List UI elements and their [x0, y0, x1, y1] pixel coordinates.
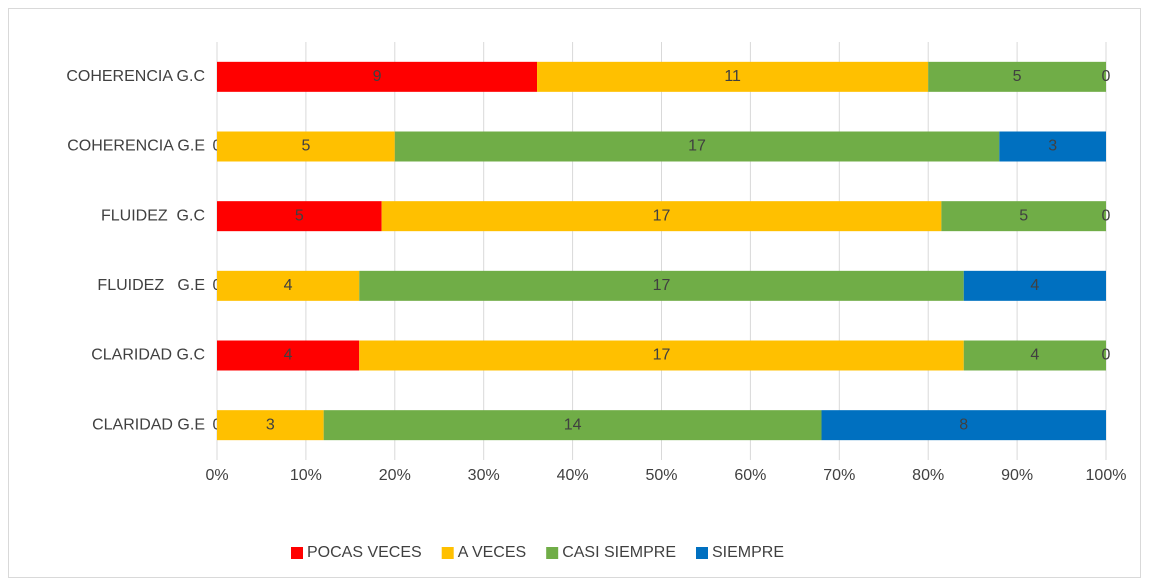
data-label: 17: [653, 347, 671, 364]
data-label: 3: [1048, 138, 1057, 155]
y-tick-label: FLUIDEZ G.E: [97, 277, 205, 294]
x-tick-label: 40%: [557, 467, 589, 484]
bar: [323, 410, 822, 441]
data-label: 0: [1102, 68, 1111, 85]
bar: [217, 61, 538, 92]
bar: [821, 410, 1106, 441]
y-tick-label: FLUIDEZ G.C: [101, 207, 205, 224]
legend-swatch: [441, 547, 454, 559]
y-tick-label: COHERENCIA G.E: [67, 138, 205, 155]
data-label: 17: [653, 207, 671, 224]
bar: [963, 270, 1106, 301]
data-label: 0: [1102, 207, 1111, 224]
bar: [217, 340, 360, 371]
x-tick-label: 80%: [912, 467, 944, 484]
data-label: 5: [1019, 207, 1028, 224]
x-tick-label: 90%: [1001, 467, 1033, 484]
bar: [928, 61, 1106, 92]
legend-label: POCAS VECES: [307, 544, 422, 561]
data-label: 17: [688, 138, 706, 155]
legend-swatch: [546, 547, 559, 559]
x-tick-label: 70%: [823, 467, 855, 484]
bar: [963, 340, 1106, 371]
legend-label: SIEMPRE: [712, 544, 784, 561]
bar: [217, 410, 324, 441]
data-label: 14: [564, 416, 582, 433]
y-tick-label: COHERENCIA G.C: [66, 68, 205, 85]
data-label: 4: [284, 347, 293, 364]
bar: [999, 131, 1106, 162]
y-tick-label: CLARIDAD G.C: [91, 347, 205, 364]
bar: [359, 340, 964, 371]
x-tick-label: 100%: [1086, 467, 1127, 484]
legend-label: A VECES: [458, 544, 526, 561]
x-tick-label: 0%: [205, 467, 228, 484]
legend-swatch: [696, 547, 708, 559]
data-label: 11: [724, 68, 741, 85]
legend-swatch: [291, 547, 303, 559]
data-label: 17: [653, 277, 671, 294]
data-label: 4: [1030, 277, 1039, 294]
x-tick-label: 20%: [379, 467, 411, 484]
data-label: 4: [284, 277, 293, 294]
x-tick-label: 50%: [645, 467, 677, 484]
data-label: 5: [301, 138, 310, 155]
x-tick-label: 10%: [290, 467, 322, 484]
data-label: 3: [266, 416, 275, 433]
data-label: 0: [1102, 347, 1111, 364]
bar: [217, 270, 360, 301]
data-label: 5: [295, 207, 304, 224]
bar: [381, 201, 942, 232]
bar: [217, 201, 382, 232]
x-tick-label: 60%: [734, 467, 766, 484]
bar: [359, 270, 964, 301]
bar: [941, 201, 1106, 232]
data-label: 8: [959, 416, 968, 433]
data-label: 4: [1030, 347, 1039, 364]
bar: [537, 61, 929, 92]
data-label: 5: [1013, 68, 1022, 85]
bar: [217, 131, 395, 162]
bar: [394, 131, 1000, 162]
legend-label: CASI SIEMPRE: [562, 544, 676, 561]
y-tick-label: CLARIDAD G.E: [92, 416, 205, 433]
data-label: 9: [373, 68, 382, 85]
x-tick-label: 30%: [468, 467, 500, 484]
